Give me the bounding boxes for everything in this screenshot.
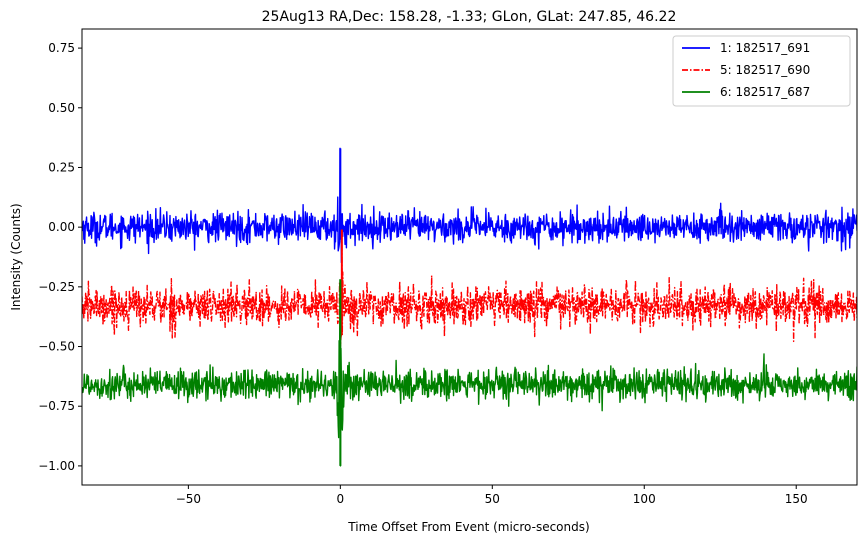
y-axis-label: Intensity (Counts) bbox=[9, 203, 23, 310]
y-axis: −1.00 −0.75 −0.50 −0.25 0.00 0.25 0.50 0.75 bbox=[38, 41, 82, 473]
y-tick-label: −1.00 bbox=[38, 459, 75, 473]
x-axis-label: Time Offset From Event (micro-seconds) bbox=[347, 520, 589, 534]
y-tick-label: −0.50 bbox=[38, 340, 75, 354]
x-tick-label: 50 bbox=[485, 492, 500, 506]
plot-clip-group bbox=[82, 147, 857, 467]
series-layer bbox=[82, 147, 857, 467]
legend-box bbox=[672, 35, 851, 107]
series-line-3 bbox=[82, 278, 857, 467]
x-tick-label: 100 bbox=[633, 492, 656, 506]
x-tick-label: 0 bbox=[337, 492, 345, 506]
legend-label-2: 5: 182517_690 bbox=[720, 63, 810, 77]
series-line-2 bbox=[82, 228, 857, 347]
series-line-1 bbox=[82, 147, 857, 264]
x-axis: −50 0 50 100 150 bbox=[176, 485, 808, 506]
legend: 1: 182517_691 5: 182517_690 6: 182517_687 bbox=[672, 35, 851, 107]
y-tick-label: 0.25 bbox=[48, 160, 75, 174]
y-tick-label: −0.25 bbox=[38, 280, 75, 294]
legend-label-1: 1: 182517_691 bbox=[720, 41, 810, 55]
chart-title: 25Aug13 RA,Dec: 158.28, -1.33; GLon, GLa… bbox=[262, 9, 677, 25]
y-tick-label: 0.50 bbox=[48, 101, 75, 115]
legend-label-3: 6: 182517_687 bbox=[720, 85, 810, 99]
y-tick-label: −0.75 bbox=[38, 399, 75, 413]
y-tick-label: 0.75 bbox=[48, 41, 75, 55]
x-tick-label: −50 bbox=[176, 492, 201, 506]
x-tick-label: 150 bbox=[785, 492, 808, 506]
y-tick-label: 0.00 bbox=[48, 220, 75, 234]
plot-frame bbox=[81, 28, 858, 486]
